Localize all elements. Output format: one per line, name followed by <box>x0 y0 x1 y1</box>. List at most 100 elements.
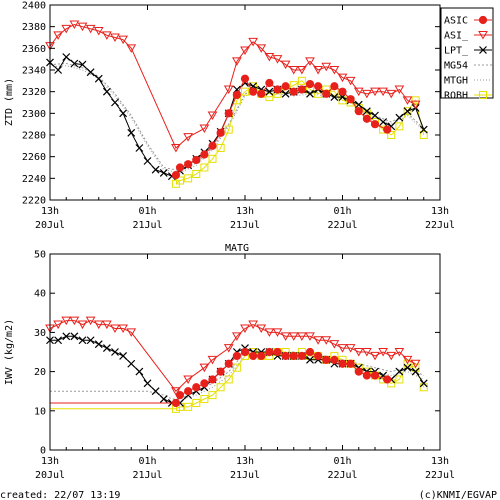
ztd-point-robh <box>200 163 209 172</box>
ztd-point-asi <box>53 31 63 40</box>
ztd-point-asic <box>208 141 217 150</box>
iwv-point-lpt <box>127 359 136 368</box>
ztd-y-tick-label: 2340 <box>22 66 46 77</box>
iwv-x-tick-label-date: 22Jul <box>425 470 455 481</box>
ztd-point-asi <box>305 57 315 66</box>
legend-label-mtgh: MTGH <box>444 76 468 87</box>
iwv-point-asic <box>200 379 209 388</box>
iwv-x-tick-label-date: 21Jul <box>132 470 162 481</box>
iwv-point-asi <box>240 324 250 333</box>
ztd-series-asi <box>45 20 421 153</box>
ztd-axes: 2220 2240 2260 2280 2300 2320 2340 2360 2380 2400… <box>22 1 455 232</box>
legend-marker-asi <box>478 31 488 40</box>
ztd-y-tick-label: 2320 <box>22 87 46 98</box>
ztd-point-asic <box>192 155 201 165</box>
iwv-x-tick-label-date: 20Jul <box>35 470 65 481</box>
iwv-point-lpt <box>395 367 404 376</box>
iwv-x-tick-label-hour: 13h <box>431 456 449 467</box>
ztd-point-asic <box>362 114 371 123</box>
iwv-marks <box>45 316 428 413</box>
iwv-y-tick-label: 30 <box>34 328 46 339</box>
iwv-point-asi <box>53 320 63 330</box>
legend-label-asi: ASI_ <box>444 31 469 42</box>
ztd-point-asi <box>183 133 193 142</box>
ztd-point-asi <box>378 87 388 97</box>
ztd-point-asi <box>61 24 72 34</box>
iwv-point-asi <box>171 387 181 396</box>
iwv-point-asic <box>216 367 225 376</box>
ztd-plot-frame <box>49 4 441 201</box>
iwv-point-asi <box>386 351 397 361</box>
iwv-point-lpt <box>94 340 103 349</box>
ztd-point-asi <box>232 57 242 66</box>
ztd-point-asi <box>207 111 218 121</box>
ztd-x-tick-label-date: 22Jul <box>327 220 357 231</box>
ztd-point-robh <box>176 176 184 185</box>
iwv-point-robh <box>395 375 404 384</box>
ztd-point-asic <box>175 163 185 172</box>
iwv-point-asic <box>273 347 282 357</box>
ztd-x-tick-label-hour: 13h <box>41 206 59 217</box>
ztd-point-robh <box>224 125 233 134</box>
ztd-point-asi <box>223 85 234 95</box>
ztd-point-asi <box>362 89 372 99</box>
legend-entry-mg54: MG54 <box>444 61 492 72</box>
iwv-point-asic <box>354 367 363 376</box>
ztd-x-tick-label-date: 22Jul <box>425 220 455 231</box>
iwv-point-asic <box>370 371 380 380</box>
ztd-point-asi <box>288 66 299 75</box>
ztd-x-tick-label-hour: 01h <box>333 206 351 217</box>
ztd-point-asic <box>305 79 315 89</box>
iwv-point-asi <box>248 320 258 330</box>
ztd-point-asic <box>265 78 274 88</box>
iwv-point-asic <box>314 351 323 361</box>
ztd-point-lpt <box>403 107 412 116</box>
legend-marker-lpt <box>479 46 487 54</box>
iwv-point-lpt <box>111 348 119 356</box>
legend: ASIC ASI_ LPT_ MG54 MTGH ROBH <box>440 7 494 102</box>
legend-label-asic: ASIC <box>444 16 468 27</box>
iwv-point-asi <box>378 348 388 357</box>
iwv-point-asic <box>289 351 298 361</box>
ztd-point-asic <box>232 90 241 100</box>
iwv-point-asi <box>288 332 299 341</box>
iwv-point-asi <box>223 344 234 353</box>
iwv-series-line-robh <box>50 351 425 410</box>
iwv-station-title: MATG <box>225 243 249 254</box>
iwv-point-asi <box>313 336 323 345</box>
iwv-point-asic <box>338 359 347 368</box>
ztd-x-tick-label-date: 21Jul <box>230 220 260 231</box>
ztd-point-asi <box>329 66 340 75</box>
iwv-point-lpt <box>86 336 95 345</box>
iwv-point-asic <box>322 355 331 364</box>
iwv-point-lpt <box>411 367 420 376</box>
ztd-point-asic <box>354 107 363 116</box>
legend-entry-lpt: LPT_ <box>444 46 492 57</box>
ztd-point-asic <box>249 87 258 96</box>
ztd-point-asi <box>337 73 348 83</box>
iwv-point-asic <box>184 387 193 396</box>
ztd-point-lpt <box>102 87 111 96</box>
ztd-point-robh <box>192 170 201 178</box>
iwv-point-asi <box>256 324 267 333</box>
legend-entry-robh: ROBH <box>444 91 492 102</box>
ztd-point-lpt <box>119 109 128 118</box>
iwv-point-asic <box>175 391 185 400</box>
iwv-point-asi <box>118 324 128 333</box>
ztd-point-lpt <box>362 107 371 116</box>
ztd-point-asic <box>370 120 380 129</box>
legend-entry-asic: ASIC <box>444 16 492 27</box>
iwv-point-asi <box>126 328 137 337</box>
ztd-y-tick-label: 2280 <box>22 131 46 142</box>
ztd-point-asic <box>257 89 266 98</box>
ztd-point-asic <box>338 87 347 96</box>
ztd-point-robh <box>265 93 274 102</box>
iwv-point-asic <box>192 383 201 392</box>
iwv-point-asi <box>110 324 120 333</box>
ztd-point-asi <box>313 66 323 75</box>
ztd-point-asic <box>281 82 290 91</box>
ztd-point-lpt <box>159 168 168 177</box>
iwv-series-asi <box>45 316 421 396</box>
iwv-point-asi <box>305 332 315 341</box>
iwv-point-asic <box>281 351 290 361</box>
